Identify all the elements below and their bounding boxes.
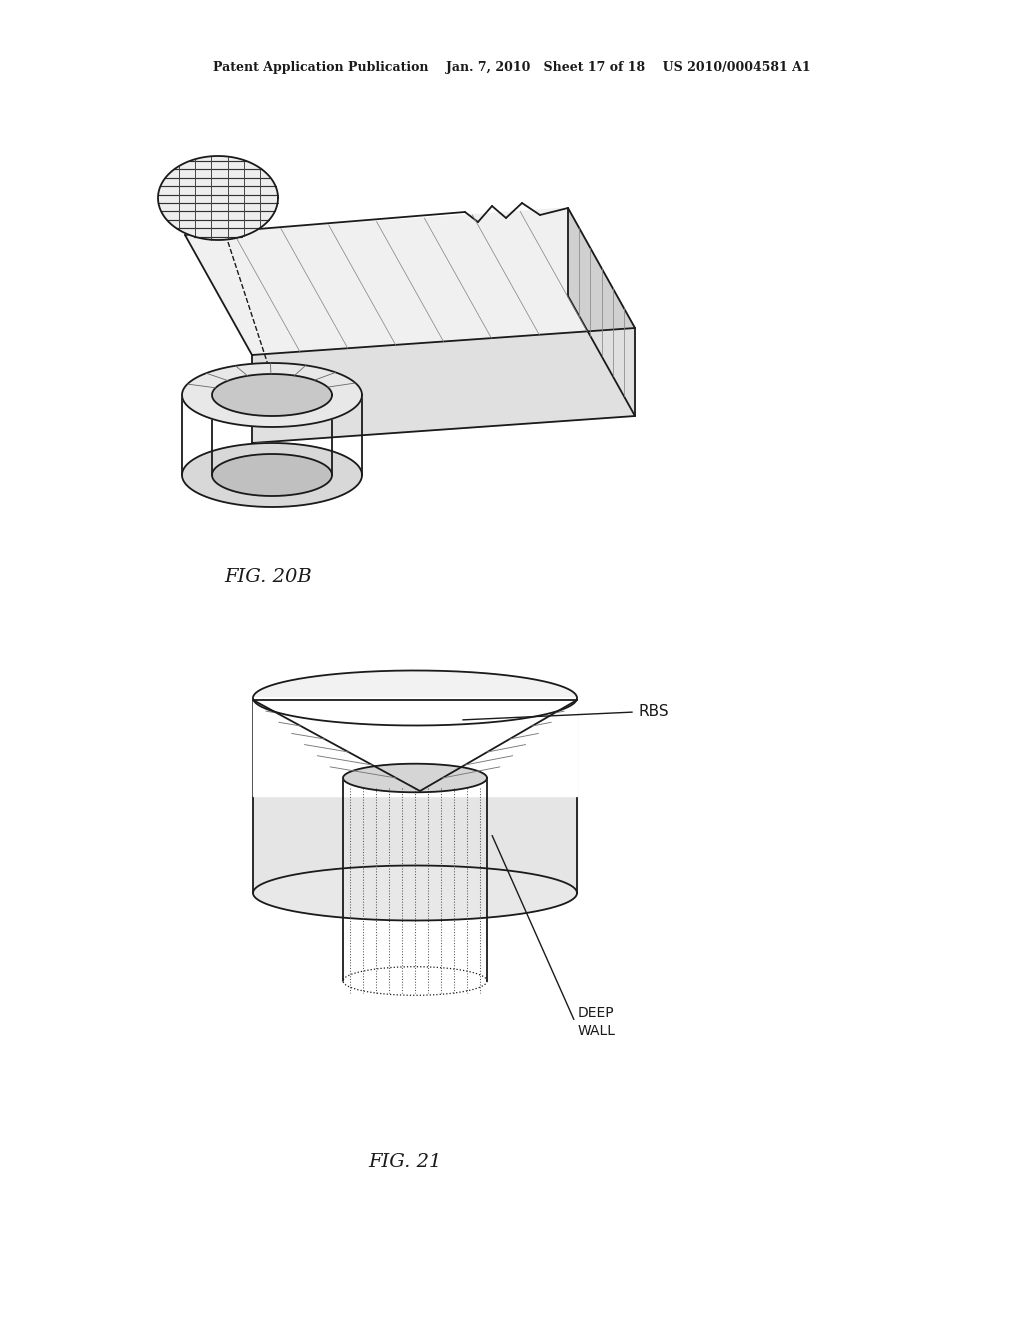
Polygon shape: [182, 363, 362, 426]
Polygon shape: [568, 209, 635, 416]
Polygon shape: [185, 209, 635, 355]
Polygon shape: [253, 866, 577, 920]
Polygon shape: [182, 444, 362, 507]
Text: FIG. 21: FIG. 21: [369, 1152, 441, 1171]
Text: Patent Application Publication    Jan. 7, 2010   Sheet 17 of 18    US 2010/00045: Patent Application Publication Jan. 7, 2…: [213, 62, 811, 74]
Polygon shape: [343, 764, 487, 792]
Text: DEEP
WALL: DEEP WALL: [578, 1006, 616, 1038]
Text: RBS: RBS: [638, 705, 669, 719]
Polygon shape: [212, 374, 332, 416]
Polygon shape: [253, 698, 577, 791]
Polygon shape: [252, 327, 635, 444]
Polygon shape: [253, 700, 577, 796]
Text: FIG. 20B: FIG. 20B: [224, 568, 312, 586]
Polygon shape: [158, 156, 278, 240]
Polygon shape: [253, 698, 577, 894]
Polygon shape: [212, 454, 332, 496]
Polygon shape: [253, 671, 577, 698]
